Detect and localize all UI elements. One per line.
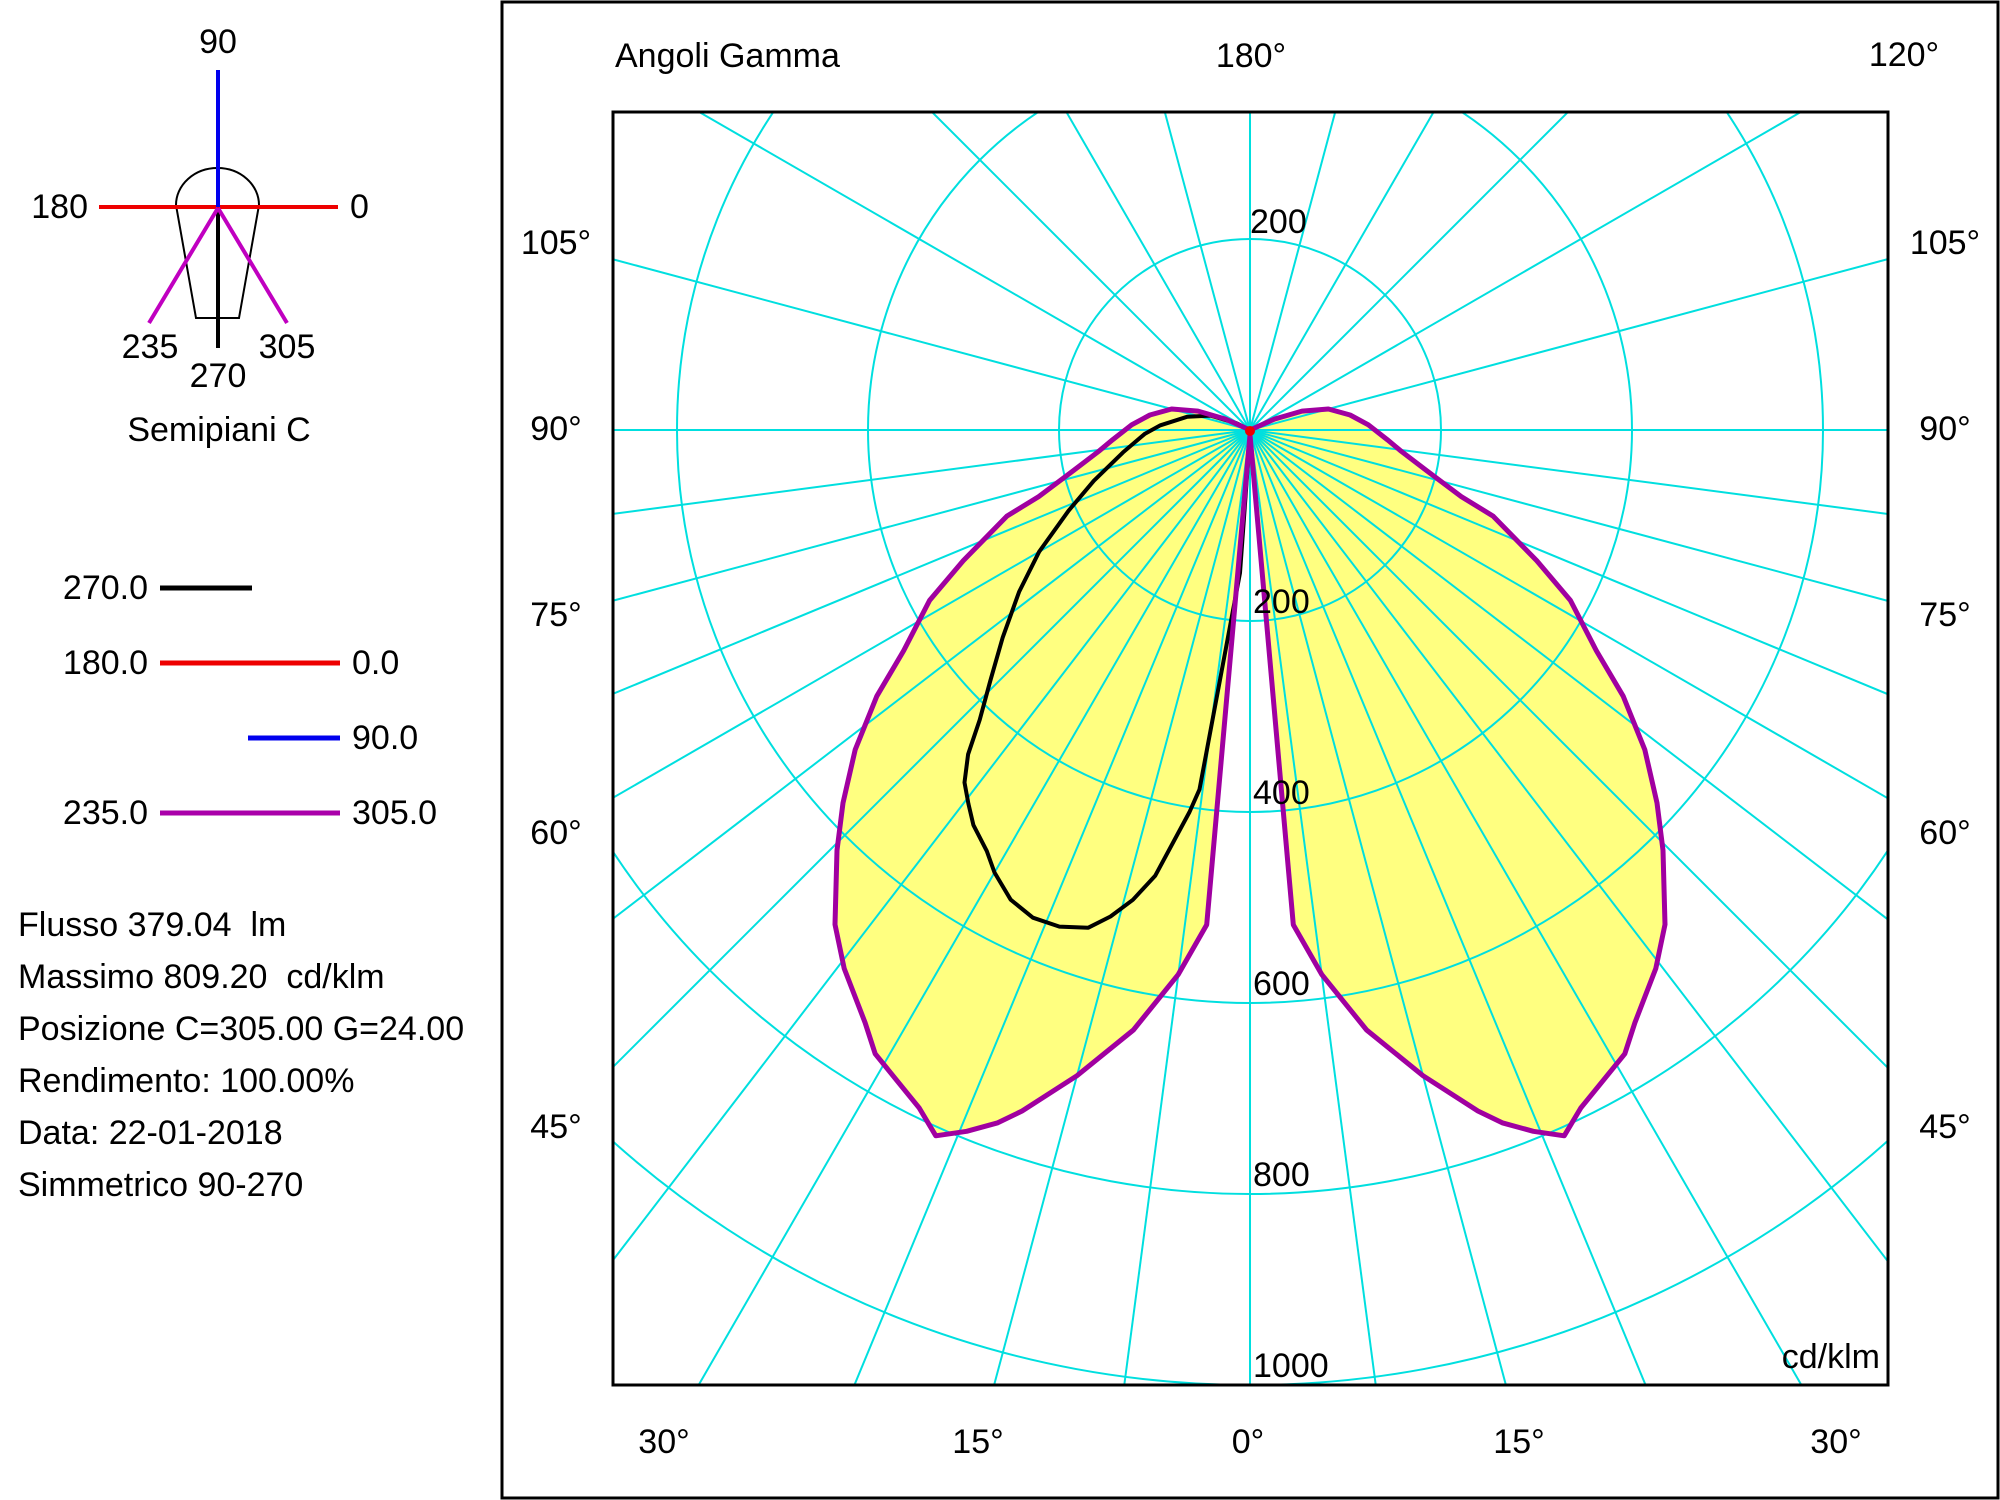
- radial-tick-400: 400: [1253, 774, 1310, 812]
- radial-tick-600: 600: [1253, 965, 1310, 1003]
- sketch-label-270: 270: [190, 357, 247, 395]
- gamma-label-bottom-3: 15°: [1493, 1423, 1544, 1461]
- grid-ray-22.5-right: [1249, 429, 1647, 1385]
- grid-ray-150-right: [1249, 112, 1435, 431]
- grid-circle-800: [613, 848, 1888, 1195]
- grid-ray-52.5-right: [1249, 429, 1888, 921]
- info-line-5: Simmetrico 90-270: [18, 1166, 303, 1204]
- info-line-4: Data: 22-01-2018: [18, 1114, 283, 1152]
- sketch-label-90: 90: [199, 23, 237, 61]
- chart-outer-border: [500, 0, 2000, 1500]
- info-line-0: Flusso 379.04 lm: [18, 906, 286, 944]
- grid-ray-82.5-left: [613, 429, 1251, 515]
- grid-ray-60-right: [1249, 429, 1888, 800]
- radial-tick-200: 200: [1253, 583, 1310, 621]
- grid-ray-165-left: [1163, 112, 1251, 431]
- gamma-label-left-75: 75°: [530, 596, 581, 634]
- grid-ray-75-right: [1249, 429, 1888, 602]
- sketch-label-0: 0: [350, 188, 369, 226]
- grid-ray-15-left: [993, 429, 1251, 1385]
- semipiani-sketch: 90 180 0 235 305 270 Semipiani C: [31, 23, 369, 449]
- lobe-fill-left: [835, 409, 1250, 1136]
- gamma-label-bottom-2: 0°: [1232, 1423, 1265, 1461]
- gamma-label-left-45: 45°: [530, 1108, 581, 1146]
- radial-tick-1000: 1000: [1253, 1347, 1329, 1385]
- legend-label-left-0: 270.0: [63, 569, 148, 607]
- unit-label: cd/klm: [1782, 1338, 1880, 1376]
- gamma-label-left-90: 90°: [530, 410, 581, 448]
- info-line-1: Massimo 809.20 cd/klm: [18, 958, 385, 996]
- grid-ray-120-left: [697, 112, 1251, 431]
- sketch-axis-305: [216, 206, 289, 325]
- gamma-label-120: 120°: [1869, 36, 1939, 74]
- grid-ray-135-left: [930, 112, 1251, 431]
- legend-label-left-1: 180.0: [63, 644, 148, 682]
- grid-ray-52.5-left: [613, 429, 1251, 921]
- curve-c-235-0-305-0-right: [1247, 406, 1668, 1139]
- gamma-label-bottom-4: 30°: [1810, 1423, 1861, 1461]
- lamp-bulb-outline-icon: [174, 167, 261, 319]
- grid-ray-15-right: [1249, 429, 1507, 1385]
- grid-ray-7.5-right: [1249, 429, 1377, 1385]
- legend-label-right-3: 305.0: [352, 794, 437, 832]
- lobe-fill-right: [1250, 409, 1665, 1136]
- grid-ray-120-right: [1249, 112, 1803, 431]
- gamma-label-right-105: 105°: [1910, 224, 1980, 262]
- curve-c-270-0-left: [962, 413, 1252, 930]
- grid-ray-45-right: [1249, 429, 1888, 1070]
- gamma-label-180: 180°: [1216, 37, 1286, 75]
- grid-ray-67.5-right: [1249, 429, 1888, 696]
- radial-tick-200-upper: 200: [1250, 203, 1307, 241]
- chart-title: Angoli Gamma: [615, 37, 840, 75]
- gamma-label-left-60: 60°: [530, 814, 581, 852]
- grid-ray-22.5-left: [853, 429, 1251, 1385]
- gamma-label-bottom-1: 15°: [952, 1423, 1003, 1461]
- grid-ray-30-right: [1249, 429, 1803, 1385]
- legend-label-left-3: 235.0: [63, 794, 148, 832]
- grid-ray-82.5-right: [1249, 429, 1888, 516]
- gamma-label-right-75: 75°: [1919, 596, 1970, 634]
- chart-frame: [611, 110, 1890, 1387]
- curve-c-235-0-305-0-left: [832, 406, 1253, 1139]
- grid-ray-105-left: [613, 258, 1251, 431]
- grid-ray-45-left: [613, 429, 1251, 1069]
- grid-ray-60-left: [613, 429, 1251, 799]
- gamma-label-bottom-0: 30°: [638, 1423, 689, 1461]
- gamma-label-right-60: 60°: [1919, 814, 1970, 852]
- c0-180-curve-dot: [1245, 426, 1255, 436]
- curve-legend: 270.0 180.0 0.0 90.0 235.0 305.0: [63, 569, 437, 832]
- grid-ray-67.5-left: [613, 429, 1251, 695]
- grid-ray-105-right: [1249, 258, 1888, 431]
- gamma-label-left-105: 105°: [521, 224, 591, 262]
- grid-ray-37.5-right: [1249, 429, 1888, 1264]
- sketch-label-180: 180: [31, 188, 88, 226]
- grid-ray-37.5-left: [613, 429, 1251, 1262]
- intensity-curves: [832, 406, 1668, 1139]
- grid-ray-150-left: [1065, 112, 1251, 431]
- legend-label-right-1: 0.0: [352, 644, 399, 682]
- grid-ray-30-left: [697, 429, 1251, 1385]
- info-line-2: Posizione C=305.00 G=24.00: [18, 1010, 464, 1048]
- gamma-label-right-45: 45°: [1919, 1108, 1970, 1146]
- radial-tick-800: 800: [1253, 1156, 1310, 1194]
- info-line-3: Rendimento: 100.00%: [18, 1062, 354, 1100]
- info-block: Flusso 379.04 lm Massimo 809.20 cd/klm Pos…: [18, 906, 464, 1204]
- sketch-label-305: 305: [259, 328, 316, 366]
- legend-label-right-2: 90.0: [352, 719, 418, 757]
- gamma-label-right-90: 90°: [1919, 410, 1970, 448]
- sketch-axis-235: [147, 206, 220, 325]
- sketch-label-235: 235: [122, 328, 179, 366]
- grid-ray-165-right: [1249, 112, 1337, 431]
- grid-ray-75-left: [613, 429, 1251, 602]
- axis-labels: 200 200 400 600 800 1000 105° 105° 90° 90° 75° 75° 6…: [521, 203, 1980, 1461]
- grid-ray-7.5-left: [1123, 429, 1251, 1385]
- sketch-caption: Semipiani C: [127, 411, 310, 449]
- grid-ray-135-right: [1249, 112, 1570, 431]
